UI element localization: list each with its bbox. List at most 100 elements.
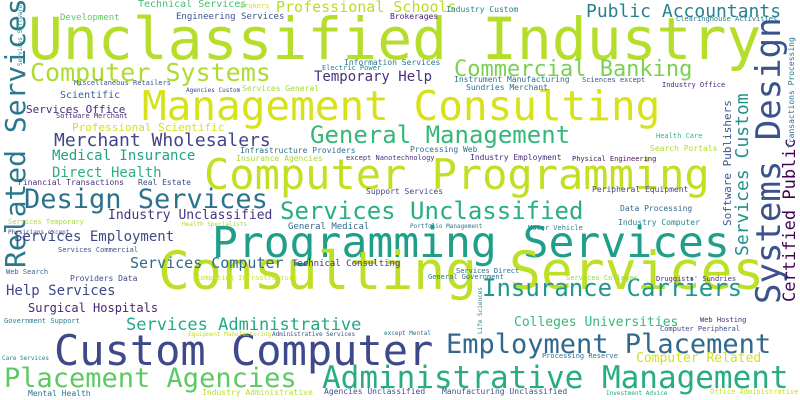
word: General Medical — [288, 222, 370, 232]
word: Financial Transactions — [18, 178, 124, 187]
word: Placement Agencies — [4, 363, 297, 394]
word: Direct Health — [52, 165, 162, 181]
word: Merchant Wholesalers — [54, 130, 271, 151]
word: Web Search — [6, 268, 49, 276]
word: Software Publishers — [721, 100, 734, 226]
word: Administrative Management — [322, 360, 789, 396]
word: Motor Vehicle — [528, 224, 583, 232]
word: Unclassified Industry — [28, 5, 762, 73]
word: Real Estate — [138, 178, 191, 187]
word: Brokerages — [390, 12, 439, 21]
word: Administrative Services — [272, 331, 356, 338]
word: Industry Unclassified — [108, 208, 273, 223]
word: Industry Office — [662, 81, 726, 89]
word: Custom Computer — [54, 326, 434, 375]
word: Surgical Hospitals — [28, 301, 159, 315]
word: Services Office — [26, 103, 126, 116]
word: General Government — [428, 273, 504, 281]
word: Related Services — [0, 0, 32, 268]
word: Processing Web — [410, 145, 478, 154]
word: Physical Engineering — [572, 155, 657, 163]
word: Services Unclassified — [280, 197, 584, 225]
word: Agencies Unclassified — [324, 387, 426, 396]
word: Temporary Help — [314, 69, 433, 85]
word: Colleges Universities — [514, 315, 679, 330]
word: Life Sciences — [477, 287, 484, 334]
word: Development — [60, 13, 120, 23]
word: Services Temporary — [8, 218, 84, 226]
word: Health Specialists — [182, 221, 248, 228]
word: Design Services — [24, 184, 268, 215]
word: Manufacturing Unclassified — [442, 387, 568, 396]
word: Processing Reserve — [542, 352, 618, 360]
word: Information Services — [344, 58, 441, 67]
word: Investment Advice — [606, 390, 668, 397]
word: Services Custom — [732, 93, 753, 256]
word: Instrument Manufacturing — [454, 75, 570, 84]
word: Public Accountants — [586, 1, 782, 22]
word: Employment Placement — [446, 329, 772, 360]
word: Industry Employment — [470, 153, 562, 162]
word: Brokers — [240, 2, 270, 10]
word: Care Services — [2, 355, 49, 362]
word: Druggists' Sundries — [656, 275, 737, 283]
word: Transactions Processing — [787, 37, 796, 148]
word: Services Commercial — [58, 246, 139, 254]
word: Providers Data — [70, 274, 138, 283]
word: Industry Custom — [446, 5, 519, 14]
word: Services Computer — [130, 254, 284, 272]
word: Commercial Banking — [454, 57, 693, 82]
word: Services General — [242, 84, 320, 93]
word: Programming Services — [212, 218, 730, 268]
word: Office Administrative — [710, 388, 799, 396]
word: except Nanotechnology — [346, 154, 435, 162]
word: Miscellaneous Retailers — [74, 79, 171, 87]
word: Certified Public — [780, 138, 800, 302]
word: Services Employment — [14, 229, 175, 245]
word: Computer Systems — [30, 58, 271, 87]
word: Scientific — [60, 90, 121, 101]
word: Consulting Services — [158, 241, 765, 302]
word: Engineering Services — [176, 12, 285, 22]
word: Services Colleges — [566, 274, 638, 282]
word: Industry Administrative — [202, 388, 313, 397]
word: Insurance Agencies — [236, 154, 323, 163]
word: Help Services — [6, 283, 116, 299]
word: Data Processing — [620, 204, 693, 213]
word: Industry Computer — [618, 218, 700, 227]
word: Portfolio Management — [410, 223, 483, 230]
word: Government Support — [4, 317, 80, 325]
word: Peripheral Equipment — [592, 185, 689, 194]
word: Services Software — [17, 4, 24, 66]
word: Computer Peripheral — [660, 325, 741, 333]
word: Services Administrative — [126, 315, 362, 335]
word: Agencies Custom — [186, 87, 241, 94]
word: Software Merchant — [56, 112, 128, 120]
word: Sciences except — [582, 76, 646, 84]
word: Equipment Manufacturing — [188, 331, 272, 338]
word: Professional Scientific — [72, 121, 225, 134]
word: Computing Infrastructure — [196, 274, 298, 282]
word: Technical Consulting — [292, 259, 401, 269]
word: Computer Programming — [204, 150, 710, 199]
word: Technical Services — [138, 0, 247, 10]
word: Management Consulting — [142, 82, 661, 130]
word: Insurance Carriers — [482, 274, 743, 302]
word: Health Care — [656, 132, 703, 140]
word: Mental Health — [28, 389, 91, 398]
word: Search Portals — [650, 144, 718, 153]
word: Clearinghouse Activities — [676, 15, 778, 23]
word: Support Services — [366, 187, 444, 196]
word: Electric Power — [322, 64, 382, 72]
word: Computer Related — [636, 351, 762, 366]
word: Infrastructure Providers — [240, 146, 356, 155]
word: Services Direct — [456, 267, 520, 275]
word: Professional Schools — [276, 0, 457, 16]
word: Medical Insurance — [52, 148, 196, 164]
word: General Management — [310, 121, 571, 149]
word: Web Hosting — [700, 316, 747, 324]
word: Physicians except — [8, 229, 70, 236]
word: Sundries Merchant — [466, 83, 548, 92]
word: except Mental — [384, 330, 431, 337]
